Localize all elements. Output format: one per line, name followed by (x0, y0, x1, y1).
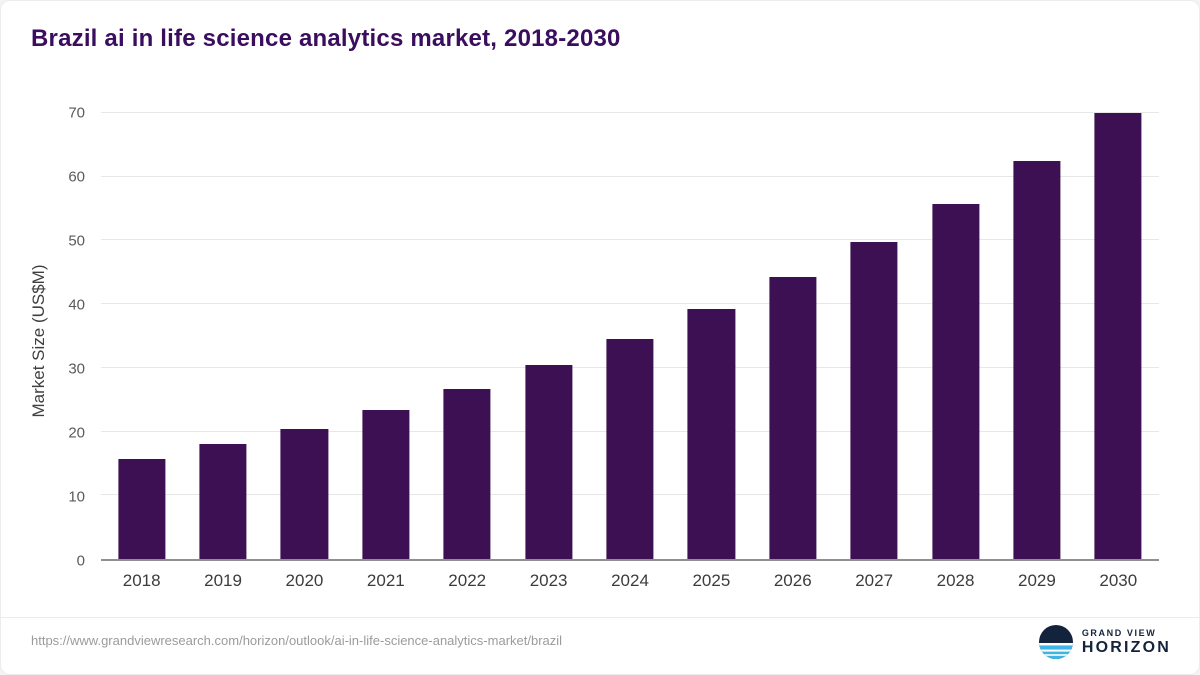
horizon-logo-icon (1038, 625, 1073, 659)
x-tick-label: 2022 (448, 571, 487, 590)
gridline (101, 303, 1159, 305)
y-tick-label: 10 (68, 488, 85, 506)
grandview-horizon-logo: GRAND VIEW HORIZON (1038, 624, 1171, 660)
x-tick-label: 2018 (122, 571, 161, 590)
bar-2020 (280, 429, 329, 559)
bar-2026 (769, 277, 817, 559)
bar-2022 (443, 388, 491, 559)
x-tick-label: 2026 (773, 571, 812, 590)
x-tick-label: 2019 (204, 571, 242, 590)
gridline (101, 112, 1159, 113)
gridline (101, 175, 1159, 177)
bar-2030 (1094, 113, 1142, 559)
y-tick-label: 70 (68, 104, 85, 122)
y-tick-label: 60 (68, 168, 85, 186)
y-tick-label: 40 (68, 296, 85, 314)
source-url: https://www.grandviewresearch.com/horizo… (31, 633, 563, 648)
bar-2021 (362, 409, 410, 559)
x-tick-label: 2023 (529, 571, 568, 590)
bar-2029 (1013, 160, 1061, 559)
x-tick-label: 2028 (936, 571, 975, 590)
bar-2018 (118, 458, 166, 559)
y-tick-label: 0 (76, 552, 85, 570)
x-tick-label: 2024 (611, 571, 649, 590)
y-tick-label: 30 (68, 360, 85, 378)
bar-2025 (687, 309, 735, 559)
plot-area (101, 112, 1159, 561)
y-tick-label: 20 (68, 424, 85, 442)
bar-2023 (525, 364, 573, 559)
x-tick-label: 2029 (1018, 571, 1056, 590)
chart-title: Brazil ai in life science analytics mark… (31, 25, 621, 52)
bar-2028 (931, 204, 980, 559)
bar-2027 (850, 242, 898, 559)
x-tick-label: 2030 (1099, 571, 1138, 590)
y-tick-label: 50 (68, 232, 85, 250)
y-axis-title: Market Size (US$M) (29, 264, 48, 418)
x-axis-ticks: 2018 2019 2020 2021 2022 2023 2024 2025 2026 2027… (101, 571, 1159, 597)
gridline (101, 239, 1159, 241)
footer-divider (1, 617, 1199, 618)
brand-bottom-text: HORIZON (1081, 638, 1171, 656)
brand-text: GRAND VIEW HORIZON (1082, 628, 1171, 657)
bar-2019 (199, 444, 247, 559)
x-tick-label: 2027 (855, 571, 894, 590)
bar-2024 (606, 339, 654, 559)
brand-top-text: GRAND VIEW (1081, 627, 1157, 638)
x-tick-label: 2021 (366, 571, 405, 590)
x-tick-label: 2020 (285, 571, 324, 590)
y-axis-ticks: 0 10 20 30 40 50 60 70 (53, 105, 93, 570)
x-tick-label: 2025 (692, 571, 731, 590)
